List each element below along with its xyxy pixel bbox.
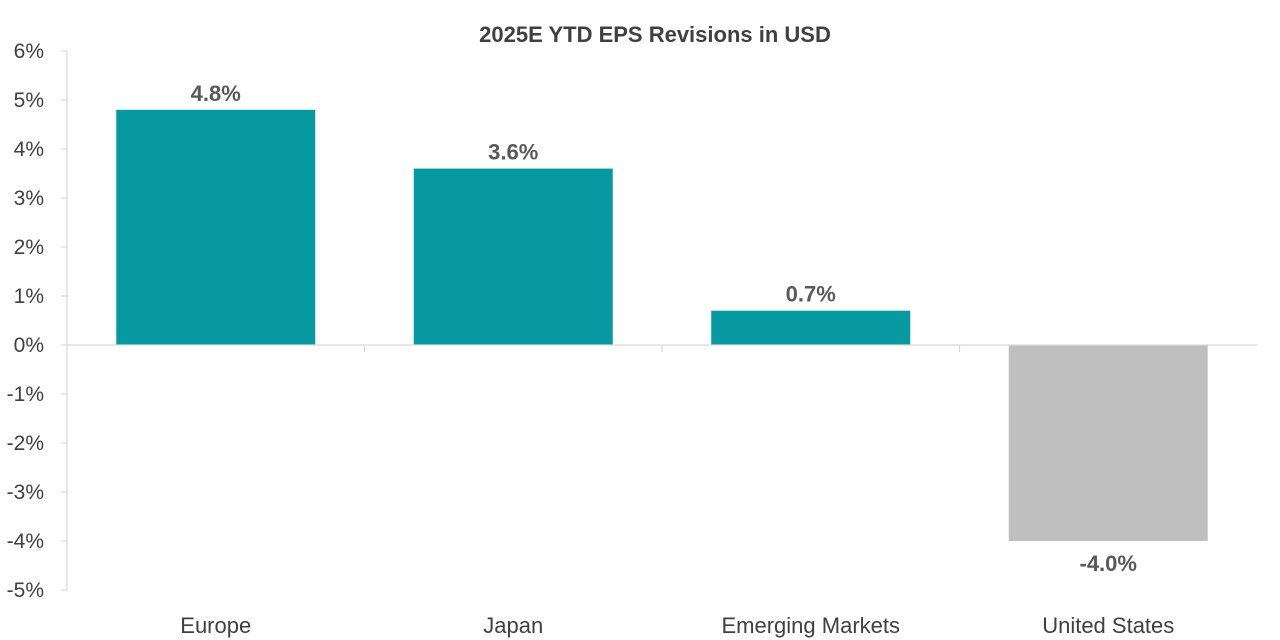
y-tick-label: -2% [7,432,44,455]
y-tick-label: 0% [14,334,44,357]
y-tick-label: -3% [7,481,44,504]
y-tick-label: 6% [14,40,44,63]
y-tick-label: 5% [14,89,44,112]
data-label: 3.6% [488,140,538,165]
y-tick-label: 2% [14,236,44,259]
bar [1008,345,1208,541]
category-label: Europe [180,613,251,638]
data-label: 0.7% [786,282,836,307]
data-label: -4.0% [1080,551,1137,576]
category-label: United States [1042,613,1174,638]
bar [116,109,316,345]
chart-title: 2025E YTD EPS Revisions in USD [479,22,831,47]
y-tick-label: -5% [7,579,44,602]
y-tick-label: -4% [7,530,44,553]
bar [711,310,911,345]
category-label: Japan [483,613,543,638]
bar [413,168,613,345]
data-label: 4.8% [191,81,241,106]
y-tick-label: 3% [14,187,44,210]
y-tick-label: 1% [14,285,44,308]
y-tick-label: -1% [7,383,44,406]
y-tick-label: 4% [14,138,44,161]
category-label: Emerging Markets [721,613,900,638]
